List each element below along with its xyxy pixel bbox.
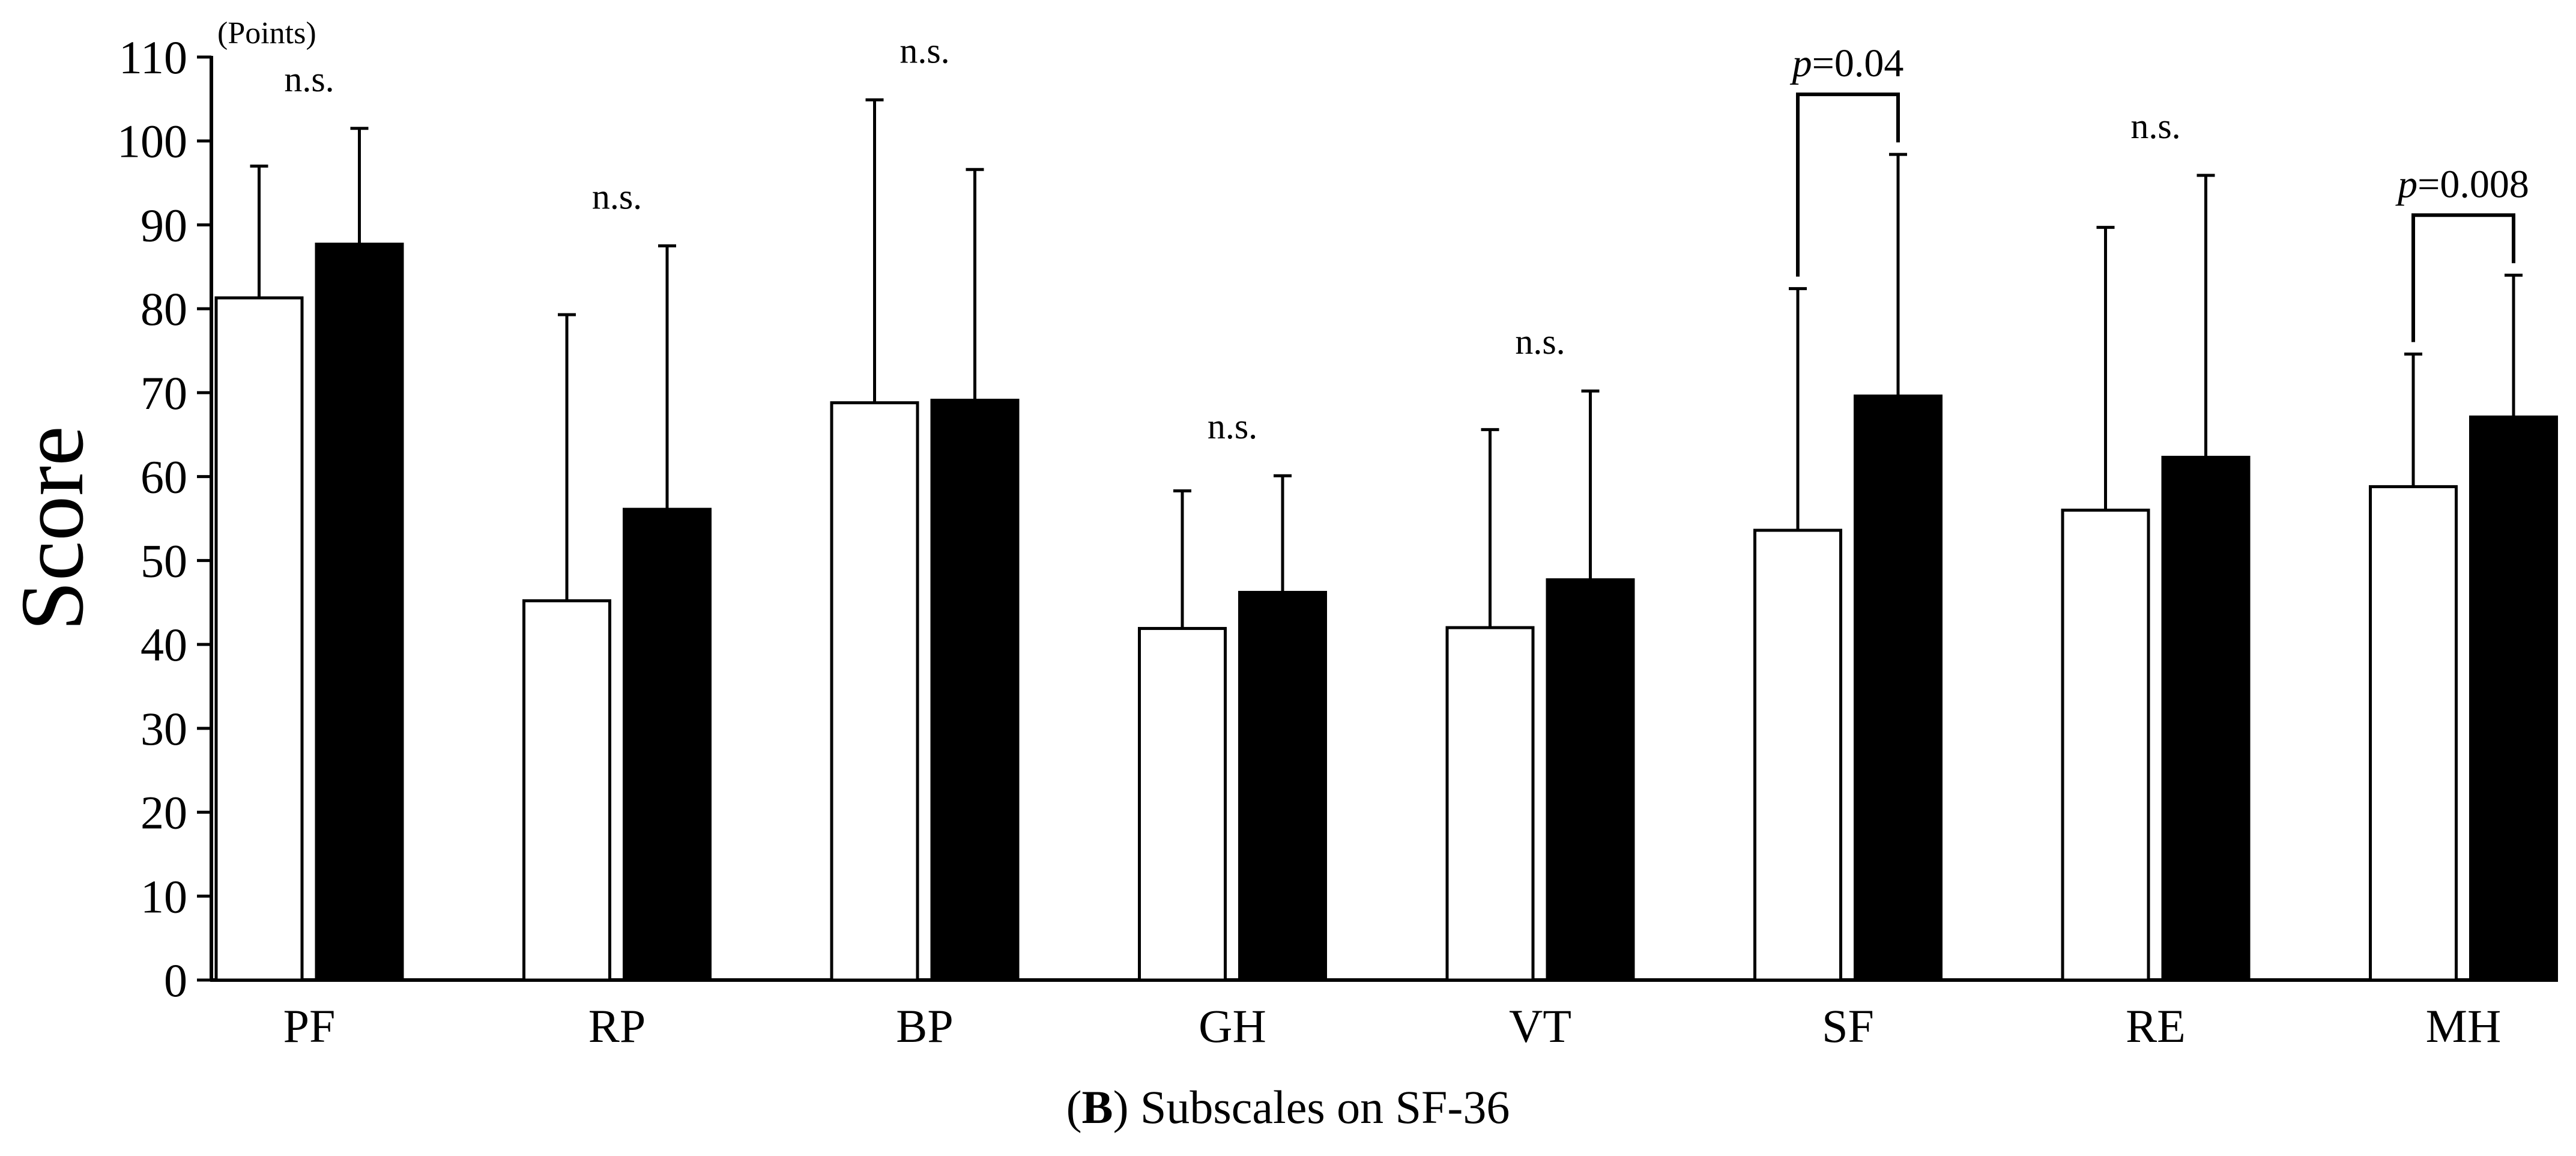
ns-label: n.s. — [899, 31, 949, 70]
bar-rp-1 — [522, 599, 611, 982]
y-tick-label: 70 — [141, 367, 187, 419]
p-value: =0.04 — [1812, 41, 1904, 85]
x-tick-label: RP — [588, 1000, 646, 1052]
caption-text: ) Subscales on SF-36 — [1113, 1081, 1510, 1133]
bar-mh-2 — [2469, 415, 2558, 982]
y-tick-label: 10 — [141, 870, 187, 922]
x-tick-label: PF — [283, 1000, 336, 1052]
x-tick-label: BP — [896, 1000, 953, 1052]
bars — [214, 98, 2558, 982]
ns-label: n.s. — [1515, 322, 1565, 362]
caption-panel: B — [1082, 1081, 1113, 1133]
bar-re-2 — [2161, 455, 2251, 982]
p-symbol: p — [1790, 41, 1812, 85]
figure-caption: (B) Subscales on SF-36 — [1066, 1081, 1510, 1133]
caption-prefix: ( — [1066, 1081, 1082, 1133]
y-tick-label: 60 — [141, 451, 187, 503]
y-tick-label: 0 — [164, 954, 187, 1006]
bar-gh-2 — [1238, 590, 1327, 982]
bar-vt-1 — [1445, 626, 1535, 982]
ns-label: n.s. — [592, 177, 642, 216]
p-symbol: p — [2395, 162, 2417, 206]
bar-sf-2 — [1854, 394, 1943, 982]
bar-sf-1 — [1753, 528, 1842, 982]
bar-gh-1 — [1138, 627, 1227, 982]
x-tick-label: MH — [2426, 1000, 2502, 1052]
bar-pf-1 — [214, 296, 304, 982]
y-tick-label: 80 — [141, 283, 187, 335]
bar-vt-2 — [1546, 578, 1635, 982]
y-tick-label: 40 — [141, 619, 187, 671]
ns-label: n.s. — [1208, 407, 1257, 446]
bar-rp-2 — [623, 507, 712, 982]
x-tick-label: GH — [1199, 1000, 1266, 1052]
x-tick-label: SF — [1822, 1000, 1874, 1052]
y-tick-label: 100 — [117, 115, 187, 168]
x-tick-label: RE — [2126, 1000, 2186, 1052]
significance-bracket — [2411, 213, 2515, 342]
bar-re-1 — [2061, 509, 2150, 982]
bar-mh-1 — [2369, 485, 2458, 982]
bar-pf-2 — [315, 243, 404, 982]
bar-bp-1 — [830, 401, 919, 982]
y-tick-label: 20 — [141, 787, 187, 839]
ns-label: n.s. — [2130, 106, 2180, 146]
y-tick-label: 30 — [141, 703, 187, 755]
significance-bracket — [1796, 92, 1900, 277]
bar-bp-2 — [930, 398, 1020, 982]
p-value: =0.008 — [2417, 162, 2529, 206]
y-units-label: (Points) — [217, 16, 316, 50]
labels: 0 10 20 30 40 50 60 70 80 90 100 110 (Points) Score PF… — [2, 16, 2529, 1133]
y-tick-label: 90 — [141, 199, 187, 251]
y-tick-label: 110 — [119, 31, 187, 83]
ns-label: n.s. — [284, 59, 334, 99]
p-value-label: p=0.04 — [1790, 41, 1904, 85]
p-value-label: p=0.008 — [2395, 162, 2529, 206]
y-axis-title: Score — [2, 426, 102, 631]
y-tick-label: 50 — [141, 534, 187, 587]
x-tick-label: VT — [1509, 1000, 1571, 1052]
